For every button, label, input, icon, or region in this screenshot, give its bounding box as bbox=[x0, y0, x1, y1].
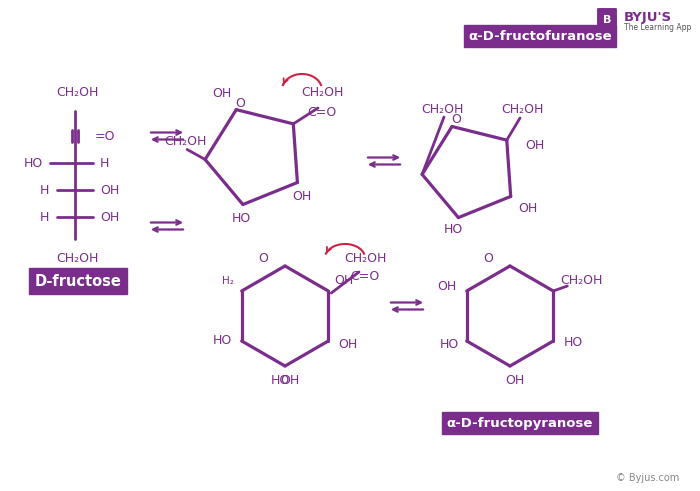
Text: CH₂OH: CH₂OH bbox=[56, 85, 98, 99]
Text: OH: OH bbox=[338, 338, 358, 352]
Text: α-D-fructofuranose: α-D-fructofuranose bbox=[468, 29, 612, 43]
Text: OH: OH bbox=[335, 274, 354, 288]
FancyBboxPatch shape bbox=[596, 7, 618, 33]
Text: CH₂OH: CH₂OH bbox=[301, 85, 343, 99]
Text: CH₂OH: CH₂OH bbox=[560, 274, 603, 288]
Text: H: H bbox=[40, 211, 49, 223]
Text: CH₂OH: CH₂OH bbox=[421, 103, 463, 115]
Text: CH₂OH: CH₂OH bbox=[56, 251, 98, 265]
Text: CH₂OH: CH₂OH bbox=[344, 251, 386, 265]
Text: HO: HO bbox=[212, 334, 232, 348]
Text: HO: HO bbox=[24, 157, 43, 169]
Text: O: O bbox=[235, 97, 245, 110]
Text: © Byjus.com: © Byjus.com bbox=[617, 473, 680, 483]
Text: OH: OH bbox=[505, 374, 524, 386]
Text: OH: OH bbox=[519, 202, 538, 215]
Text: HO: HO bbox=[440, 338, 459, 352]
Text: OH: OH bbox=[438, 280, 456, 294]
Text: H: H bbox=[40, 184, 49, 196]
Text: HO: HO bbox=[270, 374, 290, 386]
Text: B: B bbox=[603, 15, 611, 25]
Text: O: O bbox=[451, 113, 461, 126]
Text: C=O: C=O bbox=[351, 271, 379, 283]
Text: OH: OH bbox=[525, 138, 544, 152]
Text: HO: HO bbox=[564, 336, 582, 350]
Text: CH₂OH: CH₂OH bbox=[500, 103, 543, 115]
Text: H₂: H₂ bbox=[222, 276, 234, 286]
Text: D-fructose: D-fructose bbox=[34, 273, 121, 289]
Text: OH: OH bbox=[100, 184, 119, 196]
Text: OH: OH bbox=[281, 374, 300, 386]
Text: H: H bbox=[100, 157, 109, 169]
Text: α-D-fructopyranose: α-D-fructopyranose bbox=[447, 416, 593, 430]
Text: C=O: C=O bbox=[307, 106, 337, 118]
Text: O: O bbox=[258, 251, 268, 265]
Text: OH: OH bbox=[213, 87, 232, 100]
Text: CH₂OH: CH₂OH bbox=[164, 135, 206, 148]
Text: HO: HO bbox=[231, 212, 251, 225]
Text: The Learning App: The Learning App bbox=[624, 23, 692, 31]
Text: =O: =O bbox=[95, 130, 116, 142]
Text: HO: HO bbox=[444, 223, 463, 236]
Text: BYJU'S: BYJU'S bbox=[624, 10, 672, 24]
Text: O: O bbox=[484, 251, 494, 265]
Text: OH: OH bbox=[292, 190, 311, 203]
Text: OH: OH bbox=[100, 211, 119, 223]
